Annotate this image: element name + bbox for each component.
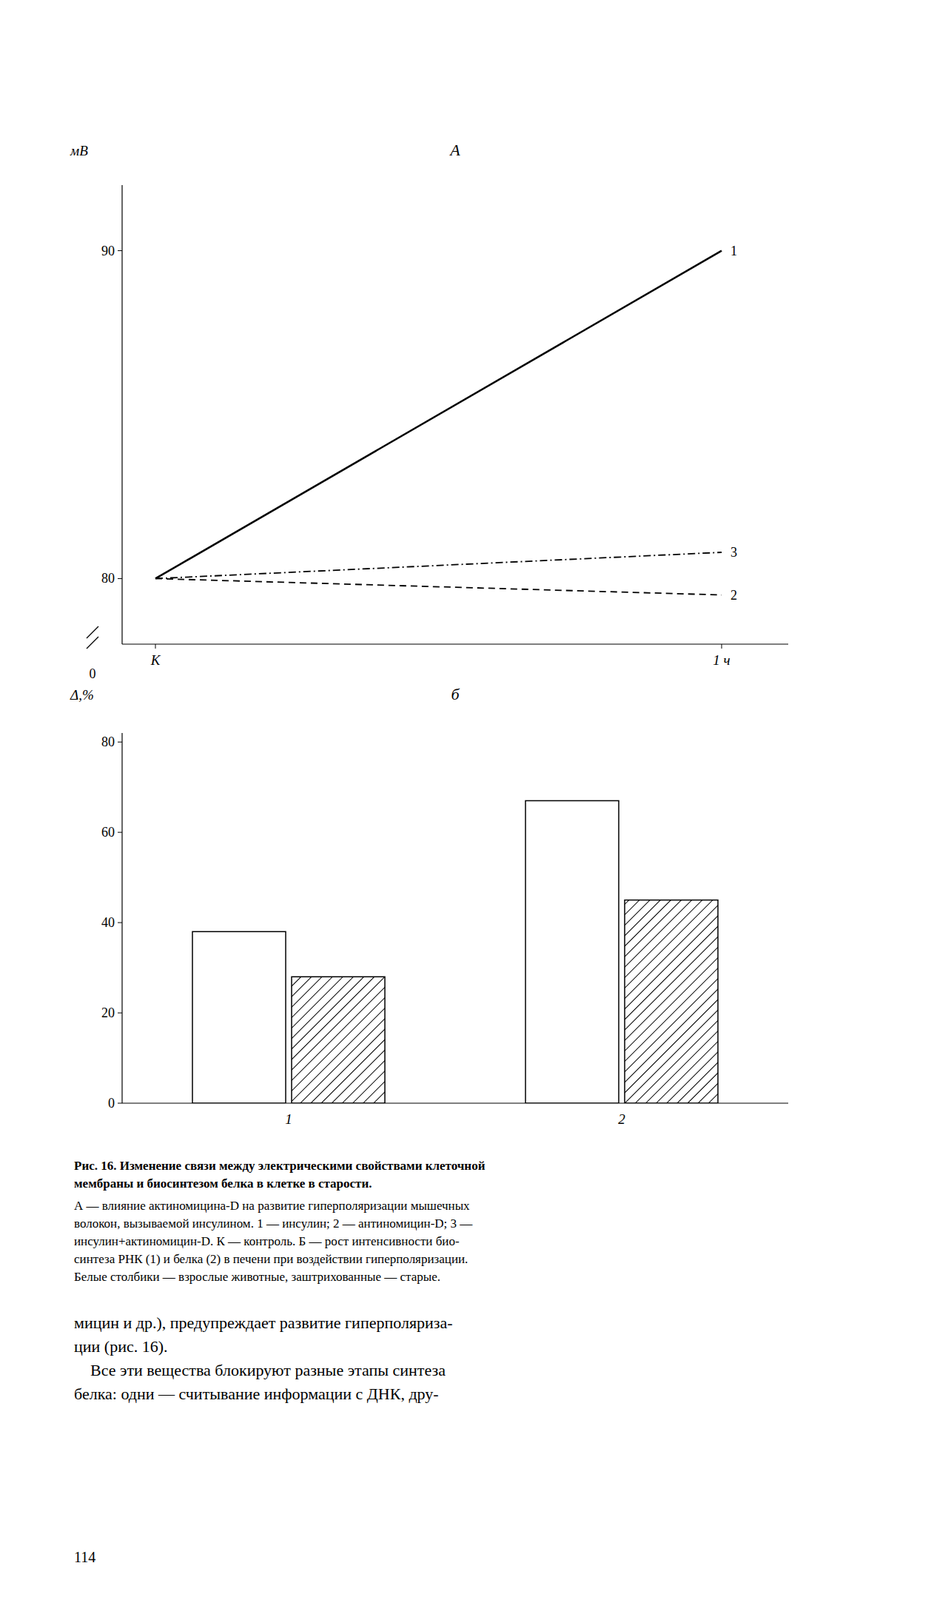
x-axis-line (122, 643, 789, 644)
line-label: 2 (730, 587, 738, 603)
y-tick (117, 1102, 123, 1104)
lines (155, 250, 722, 596)
y-tick (117, 831, 123, 833)
bar (291, 976, 385, 1103)
panel-title: б (450, 684, 460, 704)
y-tick-label: 80 (101, 570, 115, 586)
y-tick-label: 80 (101, 734, 115, 750)
y-tick (117, 250, 123, 251)
y-tick (117, 578, 123, 579)
y-tick-label: 20 (101, 1005, 115, 1020)
bar (192, 931, 286, 1103)
caption: Белые столбики — взрослые животные, зашт… (74, 1269, 441, 1284)
y-tick-label: 90 (101, 243, 115, 259)
caption: волокон, вызываемой инсулином. 1 — инсул… (74, 1216, 473, 1231)
y-tick-label: 0 (108, 1095, 115, 1111)
y-tick-label: 60 (101, 824, 115, 840)
body-text: белка: одни — считывание информации с ДН… (74, 1384, 439, 1403)
body-text: мицин и др.), предупреждает развитие гип… (74, 1312, 453, 1332)
annotation: 0 (89, 666, 97, 681)
body-text: ции (рис. 16). (74, 1336, 169, 1356)
y-tick-label: 40 (101, 914, 115, 930)
x-tick (155, 643, 157, 649)
page: АмВ 80 90 К 1 ч 0 1 2 3 б Δ,% 0 20 40 60 80 1 2 Рис. 16. И… (0, 0, 937, 1600)
line-label: 1 (730, 243, 738, 259)
caption: инсулин+актиномицин-D. К — контроль. Б —… (74, 1233, 460, 1248)
x-tick-label: 1 ч (712, 652, 730, 668)
y-axis-line (121, 185, 123, 644)
y-tick (117, 741, 123, 743)
caption: синтеза РНК (1) и белка (2) в печени при… (74, 1251, 468, 1266)
line (155, 250, 722, 579)
line (155, 578, 722, 595)
y-axis-line (121, 732, 123, 1103)
y-tick (117, 922, 123, 923)
panel-title: А (448, 140, 461, 160)
page-number: 114 (74, 1548, 96, 1565)
bars (192, 800, 718, 1103)
axis-break-mark (86, 626, 99, 638)
x-tick-label: К (150, 652, 162, 668)
bar (624, 899, 718, 1103)
line-label: 3 (730, 544, 738, 560)
caption: А — влияние актиномицина-D на развитие г… (74, 1198, 470, 1213)
body-text: Все эти вещества блокируют разные этапы … (74, 1360, 446, 1379)
axis-break-mark (86, 636, 99, 649)
line (155, 552, 722, 579)
x-tick-label: 1 (284, 1110, 293, 1127)
y-axis-label: мВ (69, 142, 89, 159)
x-tick-label: 2 (618, 1110, 626, 1127)
x-axis-line (122, 1102, 789, 1103)
x-tick (721, 643, 723, 649)
caption-title: Рис. 16. Изменение связи между электриче… (74, 1158, 486, 1173)
caption-title: мембраны и биосинтезом белка в клетке в … (74, 1176, 373, 1191)
y-axis-label: Δ,% (69, 686, 94, 703)
bar (525, 800, 619, 1103)
y-tick (117, 1012, 123, 1014)
